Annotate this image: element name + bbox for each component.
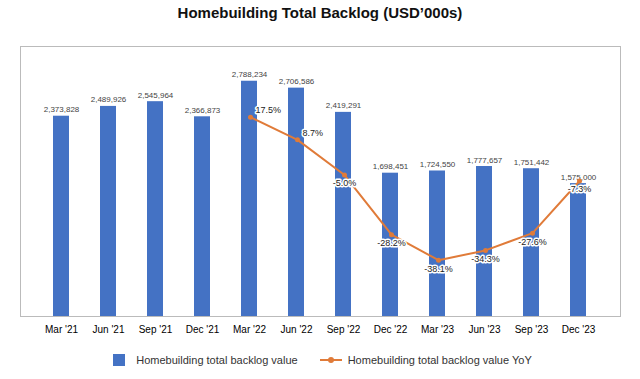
svg-text:Mar '21: Mar '21 — [45, 324, 78, 335]
svg-text:-7.3%: -7.3% — [568, 184, 592, 194]
svg-text:8.7%: 8.7% — [303, 128, 324, 138]
svg-text:Jun '21: Jun '21 — [93, 324, 125, 335]
svg-text:17.5%: 17.5% — [256, 105, 282, 115]
svg-text:Mar '22: Mar '22 — [233, 324, 266, 335]
svg-text:2,489,926: 2,489,926 — [91, 95, 127, 104]
svg-text:2,373,828: 2,373,828 — [44, 105, 80, 114]
svg-text:2,706,586: 2,706,586 — [279, 77, 315, 86]
svg-text:Jun '23: Jun '23 — [469, 324, 501, 335]
svg-text:Jun '22: Jun '22 — [281, 324, 313, 335]
svg-text:-38.1%: -38.1% — [424, 264, 453, 274]
svg-text:2,788,234: 2,788,234 — [232, 70, 268, 79]
svg-text:Dec '23: Dec '23 — [562, 324, 596, 335]
svg-text:1,698,451: 1,698,451 — [373, 162, 409, 171]
svg-text:Dec '21: Dec '21 — [186, 324, 220, 335]
svg-text:2,545,964: 2,545,964 — [138, 91, 174, 100]
svg-text:1,724,550: 1,724,550 — [420, 160, 456, 169]
svg-text:2,366,873: 2,366,873 — [185, 106, 221, 115]
svg-text:-28.2%: -28.2% — [377, 238, 406, 248]
html-text:Homebuilding total backlog val: Homebuilding total backlog value — [136, 354, 298, 366]
svg-text:1,751,442: 1,751,442 — [514, 158, 550, 167]
svg-text:1,777,657: 1,777,657 — [467, 156, 503, 165]
svg-text:1,575,000: 1,575,000 — [560, 172, 597, 182]
svg-text:Dec '22: Dec '22 — [374, 324, 408, 335]
html-text:Homebuilding total backlog val: Homebuilding total backlog value YoY — [347, 354, 532, 366]
svg-text:2,419,291: 2,419,291 — [326, 101, 362, 110]
svg-text:Sep '22: Sep '22 — [327, 324, 361, 335]
svg-text:Sep '21: Sep '21 — [139, 324, 173, 335]
svg-text:Mar '23: Mar '23 — [421, 324, 454, 335]
html-text:Homebuilding Total Backlog (US: Homebuilding Total Backlog (USD’000s) — [177, 4, 463, 21]
svg-text:Sep '23: Sep '23 — [515, 324, 549, 335]
svg-text:-34.3%: -34.3% — [471, 254, 500, 264]
svg-text:-27.6%: -27.6% — [518, 237, 547, 247]
svg-text:-5.0%: -5.0% — [333, 178, 357, 188]
